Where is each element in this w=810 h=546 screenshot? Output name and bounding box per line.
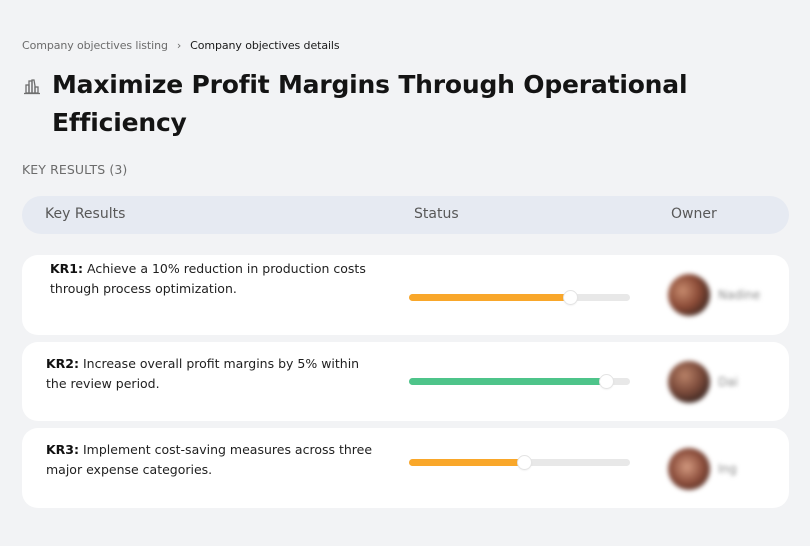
progress-bar [409,375,630,388]
key-result-row[interactable]: KR1: Achieve a 10% reduction in producti… [22,255,789,335]
chevron-right-icon: › [176,39,182,52]
key-result-text: Implement cost-saving measures across th… [46,442,373,477]
progress-fill [409,378,606,385]
key-result-id: KR1: [50,261,84,276]
key-result-description: KR1: Achieve a 10% reduction in producti… [50,259,380,299]
progress-fill [409,294,571,301]
key-results-table-header: Key Results Status Owner [22,196,789,234]
progress-bar [409,291,630,304]
key-result-id: KR2: [46,356,80,371]
bar-chart-icon [22,76,42,96]
owner-name: Ing [718,462,737,476]
progress-bar [409,456,630,469]
page-title: Maximize Profit Margins Through Operatio… [52,70,688,137]
column-header-status: Status [414,206,459,222]
owner[interactable]: Ing [668,448,737,490]
key-result-id: KR3: [46,442,80,457]
breadcrumb-objectives-listing[interactable]: Company objectives listing [22,39,168,52]
avatar [668,274,710,316]
progress-thumb [599,375,613,388]
key-results-count: KEY RESULTS (3) [22,162,128,177]
owner-name: Dai [718,375,738,389]
progress-thumb [564,291,578,304]
key-result-description: KR2: Increase overall profit margins by … [46,354,376,394]
breadcrumb: Company objectives listing › Company obj… [22,39,340,52]
column-header-owner: Owner [671,206,717,222]
breadcrumb-objectives-details: Company objectives details [190,39,340,52]
key-result-row[interactable]: KR2: Increase overall profit margins by … [22,342,789,421]
objective-header: Maximize Profit Margins Through Operatio… [22,66,702,142]
owner-name: Nadine [718,288,761,302]
owner[interactable]: Dai [668,361,738,403]
owner[interactable]: Nadine [668,274,760,316]
key-result-text: Achieve a 10% reduction in production co… [50,261,366,296]
column-header-key-results: Key Results [45,206,126,222]
avatar [668,361,710,403]
key-result-text: Increase overall profit margins by 5% wi… [46,356,360,391]
key-result-description: KR3: Implement cost-saving measures acro… [46,440,376,480]
progress-fill [409,459,524,466]
progress-thumb [517,456,531,469]
avatar [668,448,710,490]
key-result-row[interactable]: KR3: Implement cost-saving measures acro… [22,428,789,508]
